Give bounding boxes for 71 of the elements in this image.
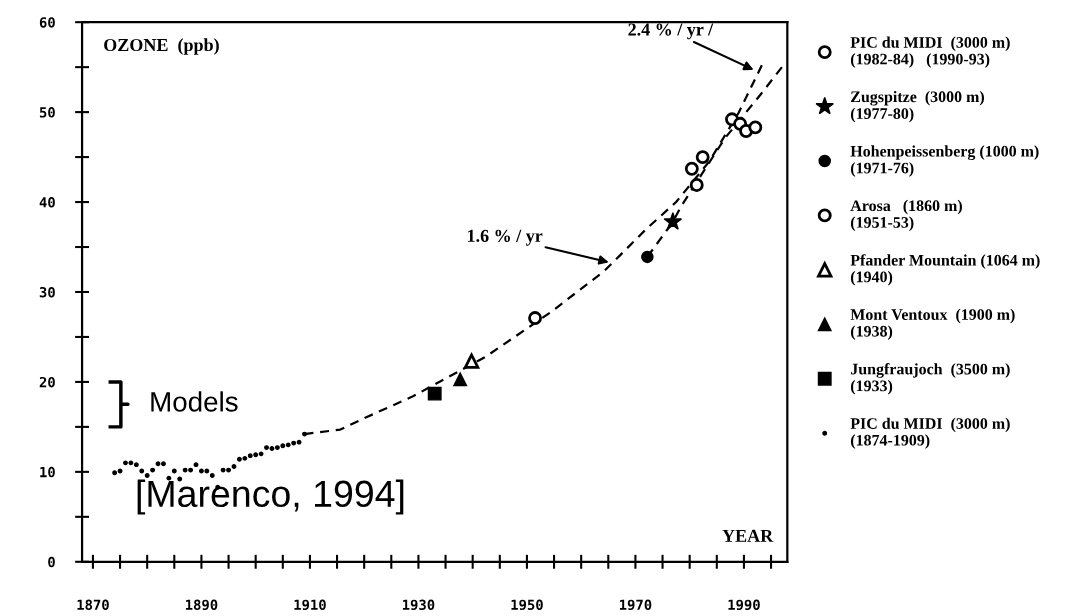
point (133, 462, 139, 468)
point (128, 460, 134, 466)
point (209, 473, 215, 478)
point (528, 311, 543, 326)
point (280, 443, 286, 449)
point (247, 453, 253, 459)
point (193, 462, 199, 468)
legend-label: Mont Ventoux (1900 m) (1938) (850, 308, 1015, 340)
point (463, 353, 480, 369)
point (139, 468, 145, 474)
x-tick-label: 1870 (77, 599, 109, 611)
y-tick-label: 60 (39, 17, 55, 28)
x-tick-label: 1910 (294, 599, 326, 611)
point (291, 440, 297, 446)
legend-label: Pfander Mountain (1064 m) (1940) (850, 254, 1040, 286)
y-tick-label: 30 (39, 286, 55, 298)
point (748, 120, 763, 135)
point (182, 467, 188, 473)
point (198, 468, 204, 474)
y-axis-title: OZONE (ppb) (104, 38, 219, 55)
point (226, 467, 231, 473)
y-tick-label: 0 (48, 556, 55, 568)
point (155, 461, 161, 467)
y-tick-label: 40 (39, 197, 55, 208)
legend-label: PIC du MIDI (3000 m) (1982-84) (1990-93) (850, 36, 1010, 68)
point (231, 464, 237, 469)
annotation: 1.6 % / yr (468, 229, 543, 246)
point (695, 150, 710, 165)
point (641, 250, 654, 264)
legend-label: Zugspitze (3000 m) (1977-80) (850, 90, 984, 123)
point (302, 431, 307, 437)
point (220, 467, 226, 473)
point (264, 445, 269, 451)
point (242, 455, 248, 461)
annotation: 2.4 % / yr / (628, 23, 714, 40)
annotation: [Marenco, 1994] (137, 479, 404, 515)
point (161, 461, 166, 467)
y-tick-label: 20 (39, 376, 55, 388)
point (123, 460, 128, 466)
point (453, 372, 468, 387)
point (663, 212, 683, 230)
x-axis-title: YEAR (722, 529, 774, 542)
point (144, 473, 150, 478)
point (171, 468, 177, 474)
point (269, 446, 275, 451)
legend-label: PIC du MIDI (3000 m) (1874-1909) (850, 417, 1010, 449)
x-tick-label: 1950 (511, 599, 543, 611)
legend-label: Hohenpeissenberg (1000 m) (1971-76) (850, 145, 1039, 177)
x-tick-label: 1970 (619, 599, 652, 611)
point (236, 456, 242, 462)
point (188, 467, 194, 473)
point (684, 161, 699, 176)
point (296, 439, 302, 445)
point (112, 470, 118, 476)
point (117, 468, 123, 474)
x-tick-label: 1890 (185, 599, 218, 611)
point (150, 467, 156, 473)
x-tick-label: 1930 (402, 599, 435, 611)
x-tick-label: 1990 (728, 599, 760, 611)
point (253, 452, 259, 458)
point (427, 386, 442, 401)
point (204, 468, 210, 474)
y-tick-label: 50 (39, 107, 55, 118)
point (689, 178, 704, 192)
y-tick-label: 10 (40, 466, 55, 478)
legend-label: Arosa (1860 m) (1951-53) (850, 199, 962, 232)
point (274, 445, 280, 451)
point (258, 451, 264, 457)
legend-label: Jungfraujoch (3500 m) (1933) (850, 363, 1010, 395)
annotation: Models (151, 391, 238, 412)
point (285, 442, 291, 448)
